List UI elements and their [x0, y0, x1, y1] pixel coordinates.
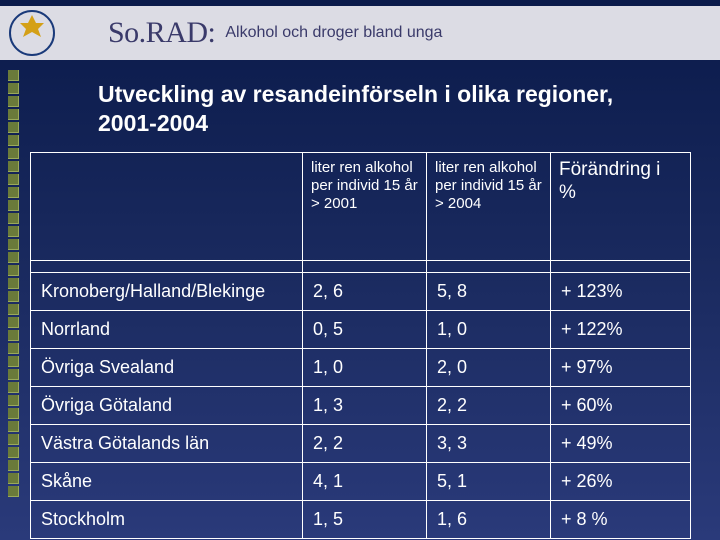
bullet-dot [8, 343, 19, 354]
bullet-dot [8, 135, 19, 146]
bullet-dot [8, 174, 19, 185]
cell-value: 2, 6 [303, 273, 427, 311]
cell-change: + 8 % [551, 501, 691, 539]
bullet-dot [8, 486, 19, 497]
bullet-dot [8, 473, 19, 484]
table-spacer [31, 261, 691, 273]
cell-value: 1, 3 [303, 387, 427, 425]
bullet-dot [8, 356, 19, 367]
cell-value: 5, 8 [427, 273, 551, 311]
cell-region: Kronoberg/Halland/Blekinge [31, 273, 303, 311]
table-row: Skåne4, 15, 1+ 26% [31, 463, 691, 501]
cell-region: Övriga Svealand [31, 349, 303, 387]
bullet-dot [8, 148, 19, 159]
col-2004: liter ren alkohol per individ 15 år > 20… [427, 153, 551, 261]
cell-value: 2, 2 [427, 387, 551, 425]
cell-change: + 26% [551, 463, 691, 501]
bullet-dot [8, 70, 19, 81]
bullet-dot [8, 369, 19, 380]
bullet-dot [8, 239, 19, 250]
cell-region: Stockholm [31, 501, 303, 539]
cell-value: 1, 5 [303, 501, 427, 539]
table-row: Övriga Götaland1, 32, 2+ 60% [31, 387, 691, 425]
bullet-dot [8, 265, 19, 276]
page-title: Utveckling av resandeinförseln i olika r… [98, 80, 658, 138]
bullet-dot [8, 226, 19, 237]
bullet-dot [8, 421, 19, 432]
bullet-dot [8, 460, 19, 471]
bullet-dot [8, 213, 19, 224]
brand-tagline: Alkohol och droger bland unga [225, 24, 442, 42]
bullet-dot [8, 304, 19, 315]
col-2001: liter ren alkohol per individ 15 år > 20… [303, 153, 427, 261]
brand-name: So.RAD: [108, 16, 215, 50]
bullet-dot [8, 434, 19, 445]
table-body: Kronoberg/Halland/Blekinge2, 65, 8+ 123%… [31, 261, 691, 539]
university-logo [8, 9, 56, 57]
table-header-row: liter ren alkohol per individ 15 år > 20… [31, 153, 691, 261]
bullet-dot [8, 382, 19, 393]
cell-value: 1, 6 [427, 501, 551, 539]
cell-region: Övriga Götaland [31, 387, 303, 425]
bullet-dot [8, 278, 19, 289]
cell-value: 4, 1 [303, 463, 427, 501]
table-row: Stockholm1, 51, 6+ 8 % [31, 501, 691, 539]
col-region [31, 153, 303, 261]
table-row: Västra Götalands län2, 23, 3+ 49% [31, 425, 691, 463]
cell-value: 1, 0 [427, 311, 551, 349]
cell-region: Norrland [31, 311, 303, 349]
bullet-dot [8, 122, 19, 133]
cell-value: 5, 1 [427, 463, 551, 501]
cell-value: 3, 3 [427, 425, 551, 463]
bullet-dot [8, 83, 19, 94]
table-row: Norrland0, 51, 0+ 122% [31, 311, 691, 349]
cell-value: 0, 5 [303, 311, 427, 349]
cell-change: + 49% [551, 425, 691, 463]
cell-value: 2, 2 [303, 425, 427, 463]
cell-value: 2, 0 [427, 349, 551, 387]
data-table: liter ren alkohol per individ 15 år > 20… [30, 152, 690, 539]
bullet-dot [8, 187, 19, 198]
bullet-dot [8, 291, 19, 302]
cell-change: + 60% [551, 387, 691, 425]
bullet-dot [8, 395, 19, 406]
bullet-dot [8, 96, 19, 107]
cell-region: Västra Götalands län [31, 425, 303, 463]
bullet-dot [8, 317, 19, 328]
table-row: Övriga Svealand1, 02, 0+ 97% [31, 349, 691, 387]
bullet-dot [8, 408, 19, 419]
bullet-dot [8, 252, 19, 263]
header-bar: So.RAD: Alkohol och droger bland unga [0, 6, 720, 60]
cell-change: + 97% [551, 349, 691, 387]
col-change: Förändring i % [551, 153, 691, 261]
bullet-dot [8, 447, 19, 458]
cell-change: + 122% [551, 311, 691, 349]
bullet-dot [8, 109, 19, 120]
cell-value: 1, 0 [303, 349, 427, 387]
cell-change: + 123% [551, 273, 691, 311]
bullet-dot [8, 200, 19, 211]
bullet-strip [8, 70, 19, 497]
bullet-dot [8, 161, 19, 172]
bullet-dot [8, 330, 19, 341]
cell-region: Skåne [31, 463, 303, 501]
table-row: Kronoberg/Halland/Blekinge2, 65, 8+ 123% [31, 273, 691, 311]
